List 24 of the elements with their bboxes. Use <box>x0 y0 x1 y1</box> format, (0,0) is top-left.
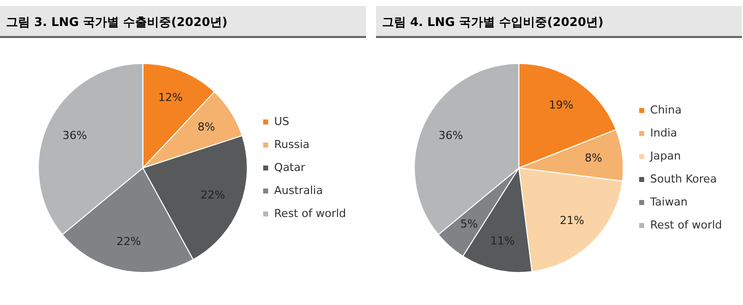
chart-title: 그림 4. LNG 국가별 수입비중(2020년) <box>376 6 742 38</box>
legend-label: China <box>650 103 682 116</box>
data-label: 36% <box>438 128 463 142</box>
data-label: 22% <box>200 188 226 202</box>
legend-label: Rest of world <box>650 218 722 232</box>
legend-label: Taiwan <box>649 195 688 208</box>
data-label: 5% <box>460 217 478 230</box>
data-label: 22% <box>116 234 141 248</box>
legend-label: Australia <box>274 184 323 197</box>
legend-label: South Korea <box>650 172 717 186</box>
legend-label: US <box>274 114 290 128</box>
legend-label: Russia <box>274 138 310 151</box>
data-label: 8% <box>584 151 602 164</box>
data-label: 12% <box>158 90 183 104</box>
data-label: 36% <box>62 128 87 142</box>
legend-label: Qatar <box>274 160 306 174</box>
data-label: 8% <box>198 120 216 134</box>
data-label: 11% <box>490 234 515 248</box>
legend-label: Japan <box>649 149 681 162</box>
data-label: 19% <box>548 98 574 112</box>
data-label: 21% <box>560 214 584 228</box>
legend-label: India <box>650 126 678 140</box>
chart-title: 그림 3. LNG 국가별 수출비중(2020년) <box>0 6 366 38</box>
legend-label: Rest of world <box>274 206 346 220</box>
